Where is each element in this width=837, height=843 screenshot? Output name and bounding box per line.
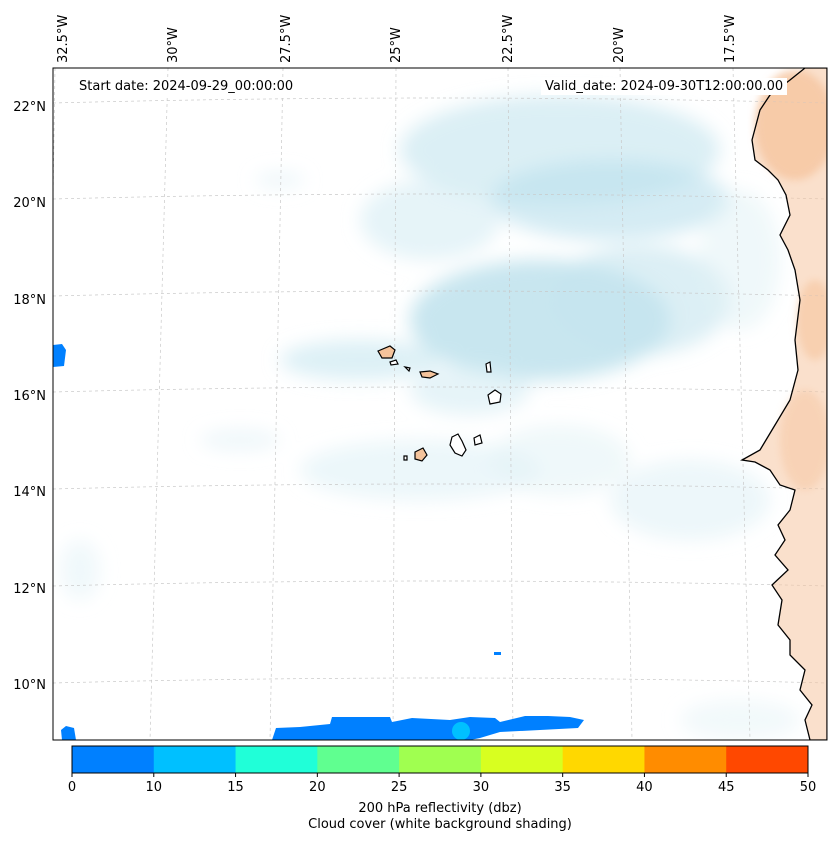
lon-label: 30°W [166,27,181,63]
colorbar-tick-label: 45 [718,780,735,795]
graticule [53,68,827,740]
lon-label: 20°W [612,27,627,63]
lat-label: 18°N [13,293,46,308]
colorbar-segment [399,746,482,773]
cape-verde-islands [377,345,502,462]
colorbar-tick-label: 0 [68,780,76,795]
colorbar-segment [480,746,564,773]
west-african-coast [740,68,827,740]
colorbar-label-line2: Cloud cover (white background shading) [308,817,572,832]
colorbar-tick-label: 40 [636,780,653,795]
colorbar-title: 200 hPa reflectivity (dbz) Cloud cover (… [72,801,808,833]
lat-label: 14°N [13,485,46,500]
latitude-labels: 22°N 20°N 18°N 16°N 14°N 12°N 10°N [13,100,46,693]
colorbar-tick-label: 10 [146,780,163,795]
colorbar-tick-label: 50 [800,780,817,795]
start-date-label: Start date: 2024-09-29_00:00:00 [75,78,298,95]
lon-label: 17.5°W [723,15,738,63]
colorbar-tick-label: 20 [309,780,326,795]
lon-label: 27.5°W [279,15,294,63]
colorbar-tick-label: 25 [391,780,408,795]
longitude-labels: 32.5°W 30°W 27.5°W 25°W 22.5°W 20°W 17.5… [56,15,738,63]
reflectivity-patches [53,344,584,740]
colorbar-segment [153,746,237,773]
colorbar: 0 10 15 20 25 30 35 40 45 50 [68,745,817,795]
lat-label: 16°N [13,389,46,404]
colorbar-segment [644,746,727,773]
valid-date-label: Valid_date: 2024-09-30T12:00:00.00 [541,78,788,95]
lat-label: 20°N [13,196,46,211]
lat-label: 12°N [13,582,46,597]
colorbar-segment [317,746,400,773]
colorbar-segment [726,746,809,773]
lat-label: 10°N [13,678,46,693]
map-frame [52,67,828,741]
colorbar-tick-label: 15 [227,780,244,795]
colorbar-segment [72,746,155,773]
colorbar-segment [235,746,318,773]
colorbar-label-line1: 200 hPa reflectivity (dbz) [358,801,522,816]
lat-label: 22°N [13,100,46,115]
colorbar-tick-label: 35 [554,780,571,795]
colorbar-frame [71,745,809,774]
cloud-cover-shading [60,95,800,740]
colorbar-tick-label: 30 [473,780,490,795]
colorbar-segment [562,746,645,773]
lon-label: 32.5°W [56,15,71,63]
lon-label: 22.5°W [501,15,516,63]
lon-label: 25°W [389,27,404,63]
